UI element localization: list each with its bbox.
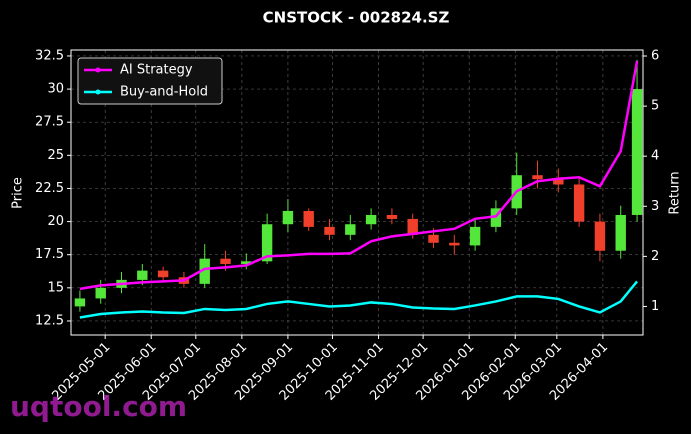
y2-tick-label: 5 [651,99,659,114]
candle-body [573,184,585,222]
y-tick-label: 22.5 [35,181,64,196]
candle-body [95,287,106,299]
y2-tick-label: 4 [651,149,659,164]
candle-body [220,258,231,264]
candle-body [594,221,606,251]
candle-body [261,224,273,262]
legend-marker [95,89,101,95]
legend-box [77,57,223,105]
legend-marker [95,67,101,73]
y2-tick-label: 1 [651,299,659,314]
candle-body [241,261,252,264]
y2-axis-label: Return [668,171,683,214]
candle-body [449,242,460,246]
candle-body [199,258,210,284]
legend-label: AI Strategy [120,63,193,78]
y-axis-label: Price [11,177,26,209]
candle-body [386,214,398,219]
candle-body [469,226,481,246]
candle-body [137,270,148,280]
candle-body [428,234,439,243]
y-tick-label: 27.5 [35,115,64,130]
candle-body [345,224,356,235]
y2-tick-label: 6 [651,49,659,64]
y-tick-label: 32.5 [35,48,64,63]
y-tick-label: 12.5 [35,313,64,328]
y-tick-label: 25 [47,148,64,163]
candle-body [303,210,314,227]
return-line [79,60,639,291]
return-line [79,280,639,319]
candle-body [282,210,294,225]
candle-body [324,226,335,235]
y2-tick-label: 2 [651,249,659,264]
candle-body [74,298,86,307]
watermark: uqtool.com [10,390,187,423]
plot-frame [70,49,644,336]
y-tick-label: 17.5 [35,247,64,262]
candle-body [490,208,502,227]
chart-title: CNSTOCK - 002824.SZ [263,9,450,27]
candle-body [631,89,643,215]
candle-body [407,218,418,235]
candle-body [532,175,543,180]
candle-body [615,214,626,251]
candle-body [365,214,377,225]
legend-label: Buy-and-Hold [120,85,208,100]
y-tick-label: 15 [47,280,64,295]
y-tick-label: 20 [47,214,64,229]
candle-body [553,179,564,185]
y-tick-label: 30 [47,82,64,97]
candle-body [157,270,169,278]
y2-tick-label: 3 [651,199,659,214]
